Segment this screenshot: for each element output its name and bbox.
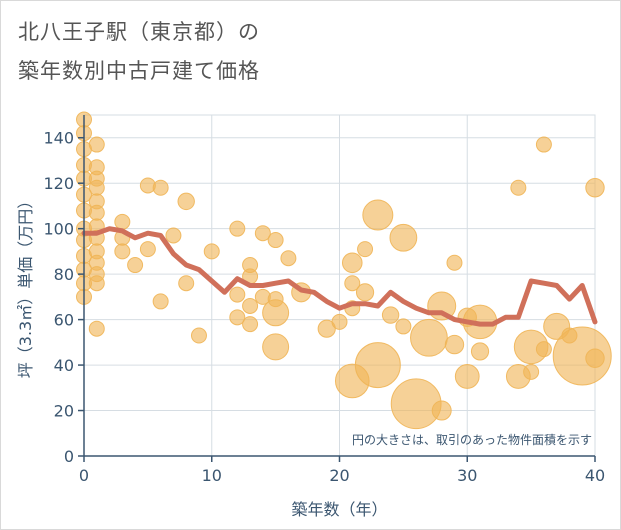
x-tick-label: 0 xyxy=(79,466,89,485)
bubble-point xyxy=(88,275,105,292)
bubble-point xyxy=(395,318,412,335)
bubble-point xyxy=(190,327,207,344)
average-price-line xyxy=(81,226,598,327)
bubble-point xyxy=(262,333,290,361)
grid-lines xyxy=(83,114,596,457)
bubble-point xyxy=(178,275,195,292)
bubble-point xyxy=(585,348,605,368)
bubble-point xyxy=(254,225,271,242)
bubble-point xyxy=(362,199,394,231)
y-tick-label: 100 xyxy=(43,220,74,239)
bubble-point xyxy=(552,326,612,386)
bubble-point xyxy=(229,220,246,237)
bubble-point xyxy=(88,136,105,153)
bubble-point xyxy=(203,243,220,260)
bubble-size-note: 円の大きさは、取引のあった物件面積を示す xyxy=(352,432,592,447)
bubble-point xyxy=(262,299,290,327)
bubble-point xyxy=(470,342,490,361)
y-tick-label: 20 xyxy=(54,402,74,421)
bubble-point xyxy=(267,232,284,249)
bubble-point xyxy=(280,250,297,267)
y-tick-label: 120 xyxy=(43,174,74,193)
x-axis-title: 築年数（年） xyxy=(291,500,387,519)
x-tick-label: 10 xyxy=(202,466,222,485)
y-tick-label: 140 xyxy=(43,129,74,148)
bubble-point xyxy=(242,316,259,333)
bubble-point xyxy=(390,378,442,430)
bubble-point xyxy=(523,363,540,380)
bubble-point xyxy=(535,341,552,358)
x-tick-label: 20 xyxy=(329,466,349,485)
bubble-point xyxy=(355,283,375,302)
bubble-point xyxy=(127,257,144,274)
bubble-point xyxy=(114,213,131,230)
bubble-point xyxy=(389,223,418,252)
bubble-point xyxy=(354,342,401,389)
bubble-point xyxy=(331,313,348,330)
bubble-point xyxy=(535,136,552,153)
bubble-point xyxy=(177,192,195,211)
bubble-point xyxy=(446,254,463,271)
bubble-point xyxy=(229,309,246,326)
bubble-point xyxy=(344,275,361,292)
bubble-point xyxy=(585,178,605,198)
x-tick-label: 40 xyxy=(585,466,605,485)
bubble-point xyxy=(431,400,452,421)
y-tick-label: 40 xyxy=(54,356,74,375)
bubble-point xyxy=(114,243,131,260)
bubble-point xyxy=(341,252,363,274)
bubble-point xyxy=(410,318,448,357)
chart-title-line1: 北八王子駅（東京都）の xyxy=(18,20,260,44)
bubble-point xyxy=(229,286,246,303)
chart-title-line2: 築年数別中古戸建て価格 xyxy=(18,59,260,83)
y-tick-label: 60 xyxy=(54,311,74,330)
bubble-point xyxy=(242,297,259,314)
y-tick-label: 0 xyxy=(64,447,74,466)
axes: 0 20 40 60 80 100 120 140 0 10 20 30 40 xyxy=(43,115,605,485)
bubble-point xyxy=(165,227,182,244)
bubble-point xyxy=(88,179,105,196)
bubble-point xyxy=(152,293,169,310)
bubble-point xyxy=(152,179,169,196)
bubble-layer xyxy=(76,111,612,430)
bubble-point xyxy=(357,241,374,258)
x-tick-label: 30 xyxy=(457,466,477,485)
bubble-point xyxy=(139,241,156,258)
y-axis-title: 坪（3.3㎡）単価（万円） xyxy=(16,193,35,378)
y-tick-label: 80 xyxy=(54,265,74,284)
bubble-point xyxy=(88,320,105,337)
bubble-point xyxy=(381,306,400,324)
bubble-point xyxy=(454,364,480,389)
bubble-point xyxy=(444,334,465,355)
bubble-point xyxy=(88,204,105,221)
bubble-point xyxy=(510,179,527,196)
